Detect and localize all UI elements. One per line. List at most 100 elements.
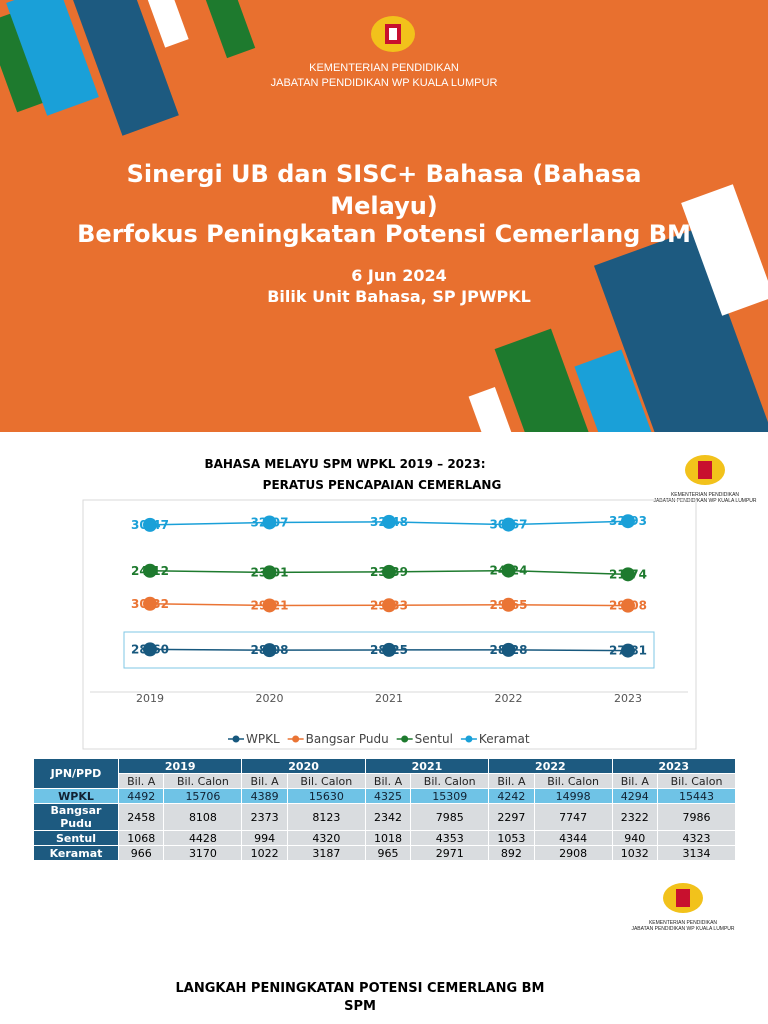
plot-frame [82,499,697,750]
data-label: 32.93 [609,514,647,528]
table-cell: 3187 [286,845,366,861]
data-table: JPN/PPD 2019 2020 2021 2022 2023 Bil. A Bil. Ca… [33,758,737,861]
table-cell: 2022 [488,758,613,774]
table-cell: Bil. A [117,773,165,789]
data-label: 29.08 [609,599,647,613]
point [501,597,516,612]
x-tick-label: 2019 [136,692,164,705]
point [382,642,396,657]
table-cell: Bil. Calon [163,773,243,789]
legend-label: Sentul [415,732,453,746]
table-cell: 8123 [286,803,366,831]
point [501,563,516,578]
point [382,564,396,579]
point [262,643,277,658]
table-row: WPKL 4492 15706 4389 15630 4325 15309 4242 14998… [33,788,736,804]
data-label: 24.12 [131,564,169,578]
table-cell: Bil. A [488,773,535,789]
table-row: Bil. A Bil. Calon Bil. A Bil. Calon Bil. A Bi… [34,773,736,789]
point [143,642,157,657]
table-cell: 4320 [286,830,366,846]
table-cell: Bangsar Pudu [33,803,119,831]
x-tick-label: 2023 [614,692,642,705]
logo-ministry: KEMENTERIAN PENDIDIKAN [670,492,740,498]
table-row: JPN/PPD 2019 2020 2021 2022 2023 [33,758,737,789]
table-cell: 2908 [533,845,613,861]
table-cell: 1032 [611,845,659,861]
table-cell: Bil. A [241,773,288,789]
table-cell: Sentul [33,830,119,846]
table-cell: 4389 [241,788,288,804]
data-label: 27.81 [609,644,647,658]
table-cell: 15706 [163,788,243,804]
highlight-box [123,631,655,669]
table-cell: 8108 [163,803,243,831]
point [621,598,635,613]
table-cell: 2297 [488,803,535,831]
decor [468,387,516,432]
legend-label: WPKL [246,732,280,746]
data-label: 30.32 [131,597,169,611]
table-cell: 4492 [117,788,165,804]
table-cell: 7985 [410,803,490,831]
data-label: 28.08 [251,643,289,657]
crest [685,455,725,485]
point [501,642,516,657]
table-cell: 14998 [533,788,613,804]
table-cell: 2019 [117,758,243,774]
point [382,598,396,613]
ministry: KEMENTERIAN PENDIDIKAN [309,62,459,74]
x-tick-label: 2022 [495,692,523,705]
point [143,517,157,532]
footer-line: LANGKAH PENINGKATAN POTENSI CEMERLANG BM [175,981,545,996]
legend-marker [292,735,300,743]
table-cell: 940 [611,830,659,846]
table-cell: 2458 [117,803,165,831]
table-cell: 2322 [611,803,659,831]
point [501,517,516,532]
table-cell: Bil. Calon [657,773,736,789]
data-label: 28.60 [131,642,169,656]
point [143,563,157,578]
table-cell: 1068 [117,830,165,846]
table-cell: Bil. Calon [410,773,490,789]
table-cell: Bil. A [364,773,412,789]
table-cell: 2023 [611,758,737,774]
table-cell: JPN/PPD [33,758,119,789]
logo: KEMENTERIAN PENDIDIKAN JABATAN PENDIDIKA… [623,878,743,932]
chart-title: BAHASA MELAYU SPM WPKL 2019 – 2023: [204,457,485,471]
chart: BAHASA MELAYU SPM WPKL 2019 – 2023: PERA… [82,457,697,750]
table-cell: 2373 [241,803,288,831]
data-label: 23.39 [370,565,408,579]
x-tick-label: 2020 [256,692,284,705]
data-label: 28.25 [370,643,408,657]
footer-line: SPM [344,999,376,1014]
table-cell: Keramat [33,845,119,861]
table-cell: 994 [241,830,288,846]
point [621,514,635,529]
table-cell: 892 [488,845,535,861]
table-cell: 3134 [657,845,736,861]
data-label: 21.74 [609,567,647,581]
crest [663,883,703,913]
venue: Bilik Unit Bahasa, SP JPWPKL [267,287,531,306]
point [621,567,635,582]
table-cell: 4428 [163,830,243,846]
legend-label: Bangsar Pudu [306,732,389,746]
data-label: 23.01 [251,565,289,579]
table-cell: 2971 [410,845,490,861]
data-label: 29.65 [490,598,528,612]
table-cell: 1022 [241,845,288,861]
table-row: Sentul 1068 4428 994 4320 1018 4353 1053 4344 940… [33,830,736,846]
table-cell: 2342 [364,803,412,831]
slide-subtitle: Berfokus Peningkatan Potensi Cemerlang B… [77,220,691,248]
data-label: 28.28 [490,643,528,657]
logo-department: JABATAN PENDIDIKAN WP KUALA LUMPUR [653,498,757,504]
logo: KEMENTERIAN PENDIDIKAN JABATAN PENDIDIKA… [645,450,765,504]
legend-marker [401,735,409,743]
table-cell: 965 [364,845,412,861]
table-cell: 2021 [364,758,490,774]
table-cell: 4242 [488,788,535,804]
slide-title: Sinergi UB dan SISC+ Bahasa (Bahasa Mela… [126,160,642,220]
table-row: Keramat 966 3170 1022 3187 965 2971 892 2908 1032… [33,845,736,861]
